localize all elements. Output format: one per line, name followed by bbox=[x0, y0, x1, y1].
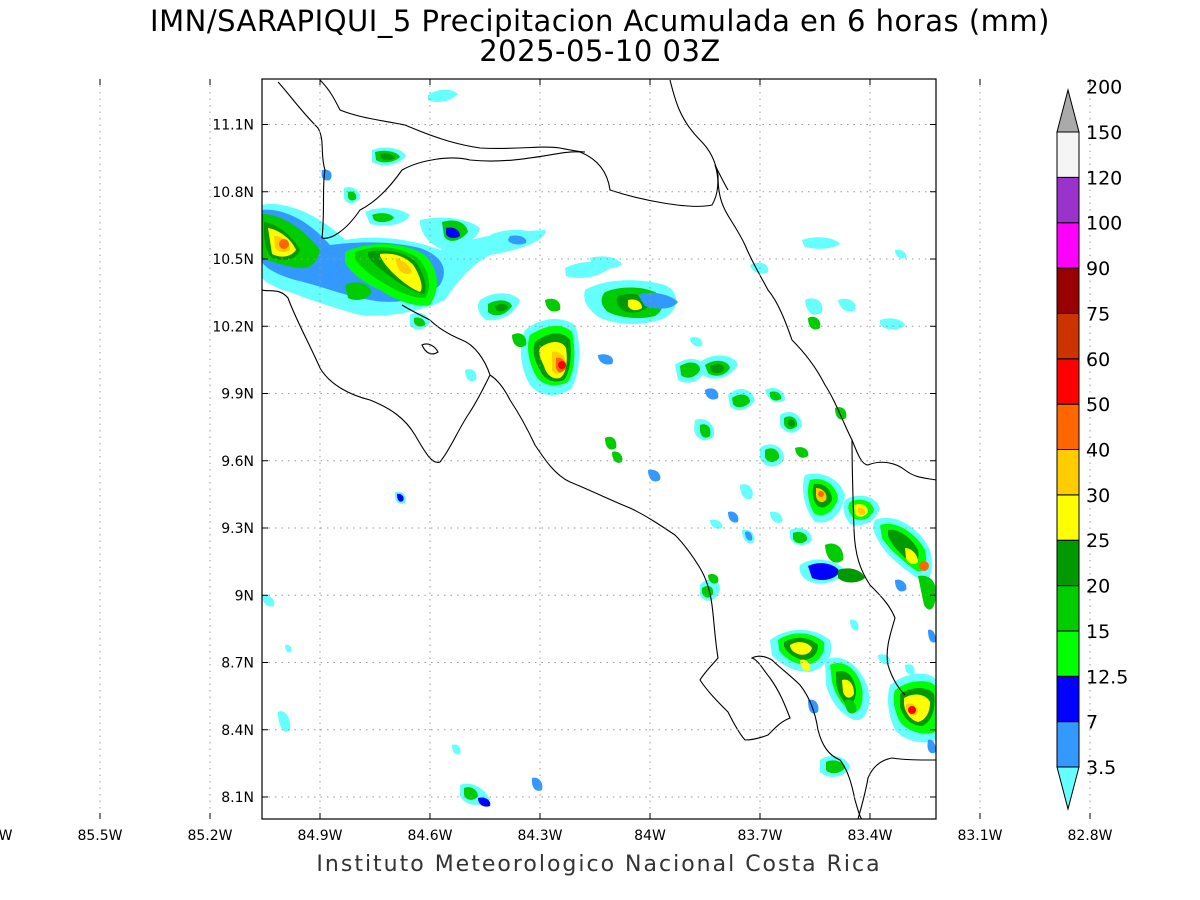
plot-frame bbox=[261, 78, 937, 820]
colorbar-bin bbox=[1056, 403, 1080, 450]
lon-tick-label: 84W bbox=[634, 828, 666, 844]
nicaragua-coast bbox=[319, 79, 586, 153]
lat-tick-label: 10.5N bbox=[212, 252, 254, 268]
lon-tick-label: 85.5W bbox=[77, 828, 122, 844]
map-title: IMN/SARAPIQUI_5 Precipitacion Acumulada … bbox=[150, 4, 1050, 38]
colorbar-bin bbox=[1056, 88, 1080, 133]
colorbar-bin bbox=[1056, 766, 1080, 811]
colorbar-label: 40 bbox=[1086, 440, 1110, 462]
lat-tick-label: 11.1N bbox=[212, 118, 254, 134]
pacific-coast-nicoya bbox=[262, 289, 491, 463]
lat-tick-label: 9N bbox=[235, 588, 254, 604]
colorbar-bin bbox=[1056, 675, 1080, 723]
colorbar-label: 12.5 bbox=[1086, 666, 1128, 688]
lon-tick-label: 84.9W bbox=[297, 828, 342, 844]
coastlines bbox=[262, 79, 936, 819]
colorbar-label: 50 bbox=[1086, 394, 1110, 416]
colorbar-label: 200 bbox=[1086, 77, 1122, 99]
panama-border bbox=[851, 439, 906, 696]
colorbar-bin bbox=[1056, 449, 1080, 496]
colorbar-label: 120 bbox=[1086, 167, 1122, 189]
colorbar-label: 15 bbox=[1086, 621, 1110, 643]
colorbar-bin bbox=[1056, 358, 1080, 405]
colorbar-bin bbox=[1056, 585, 1080, 632]
lat-tick-label: 10.2N bbox=[212, 319, 254, 335]
map-subtitle: 2025-05-10 03Z bbox=[479, 34, 721, 68]
latitude-axis: 11.1N 10.8N 10.5N 10.2N 9.9N 9.6N 9.3N 9N 8.7N 8.… bbox=[212, 118, 936, 806]
lon-tick-label: 85.8W bbox=[0, 828, 13, 844]
colorbar-label: 20 bbox=[1086, 576, 1110, 598]
lat-tick-label: 8.1N bbox=[221, 790, 254, 806]
caribbean-coast bbox=[669, 79, 936, 481]
colorbar-label: 75 bbox=[1086, 303, 1110, 325]
colorbar-bin bbox=[1056, 131, 1080, 178]
lon-tick-label: 85.2W bbox=[187, 828, 232, 844]
colorbar-label: 100 bbox=[1086, 213, 1122, 235]
lon-tick-label: 84.6W bbox=[407, 828, 452, 844]
longitude-axis: 85.8W 85.5W 85.2W 84.9W 84.6W 84.3W 84W 83.7W 83… bbox=[0, 79, 1113, 844]
colorbar-bin bbox=[1056, 630, 1080, 677]
lat-tick-label: 9.3N bbox=[221, 521, 254, 537]
colorbar-bin bbox=[1056, 222, 1080, 269]
precipitation-field bbox=[262, 89, 936, 807]
colorbar-label: 30 bbox=[1086, 485, 1110, 507]
colorbar-bin bbox=[1056, 494, 1080, 541]
colorbar-label: 25 bbox=[1086, 530, 1110, 552]
lon-tick-label: 83.4W bbox=[847, 828, 892, 844]
pacific-coast-central bbox=[489, 374, 746, 741]
osa-peninsula bbox=[744, 655, 863, 819]
lat-tick-label: 8.4N bbox=[221, 723, 254, 739]
colorbar-label: 150 bbox=[1086, 122, 1122, 144]
colorbar-bin bbox=[1056, 721, 1080, 768]
lat-tick-label: 8.7N bbox=[221, 656, 254, 672]
lat-tick-label: 9.6N bbox=[221, 454, 254, 470]
map-footer: Instituto Meteorologico Nacional Costa R… bbox=[316, 852, 882, 877]
colorbar-label: 7 bbox=[1086, 712, 1098, 734]
lon-tick-label: 83.7W bbox=[737, 828, 782, 844]
colorbar-bin bbox=[1056, 267, 1080, 314]
lon-tick-label: 83.1W bbox=[957, 828, 1002, 844]
rain-cell bbox=[887, 673, 936, 743]
colorbar-bin bbox=[1056, 176, 1080, 224]
colorbar-label: 60 bbox=[1086, 349, 1110, 371]
rain-cell bbox=[520, 318, 580, 396]
lat-tick-label: 10.8N bbox=[212, 185, 254, 201]
rain-cell bbox=[770, 629, 832, 672]
burica bbox=[857, 757, 936, 819]
colorbar-label: 90 bbox=[1086, 258, 1110, 280]
lon-tick-label: 82.8W bbox=[1067, 828, 1112, 844]
colorbar-legend: 3.5 7 12.5 15 20 25 30 40 50 60 75 90 100 120 150 200 bbox=[1056, 77, 1128, 811]
rain-cell bbox=[803, 473, 845, 523]
nicoya-gulf bbox=[421, 343, 439, 355]
rain-cell bbox=[345, 244, 437, 306]
colorbar-label: 3.5 bbox=[1086, 757, 1116, 779]
nicaragua-lake-shore bbox=[277, 81, 326, 239]
lon-tick-label: 84.3W bbox=[517, 828, 562, 844]
lat-tick-label: 9.9N bbox=[221, 387, 254, 403]
colorbar-bin bbox=[1056, 312, 1080, 360]
colorbar-bin bbox=[1056, 539, 1080, 587]
